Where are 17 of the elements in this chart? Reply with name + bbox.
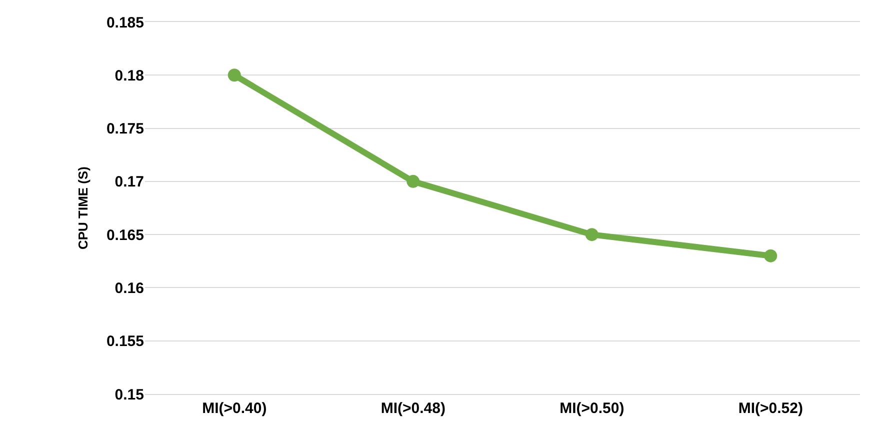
y-tick-label: 0.18	[114, 67, 144, 84]
y-tick-label: 0.16	[114, 280, 144, 297]
x-tick-label: MI(>0.40)	[202, 400, 267, 417]
y-tick-label: 0.15	[114, 386, 144, 404]
y-tick-label: 0.165	[106, 226, 144, 244]
y-tick-label: 0.185	[106, 14, 144, 32]
y-tick-label: 0.155	[106, 333, 144, 350]
point	[764, 249, 778, 262]
point	[585, 228, 598, 242]
x-tick-label: MI(>0.48)	[380, 400, 446, 417]
y-axis-title: CPU TIME (S)	[75, 166, 90, 250]
point	[406, 174, 420, 188]
y-tick-label: 0.175	[106, 120, 144, 138]
y-tick-label: 0.17	[114, 174, 144, 191]
point	[228, 68, 241, 82]
x-tick-label: MI(>0.50)	[560, 400, 624, 417]
x-tick-label: MI(>0.52)	[738, 400, 803, 417]
